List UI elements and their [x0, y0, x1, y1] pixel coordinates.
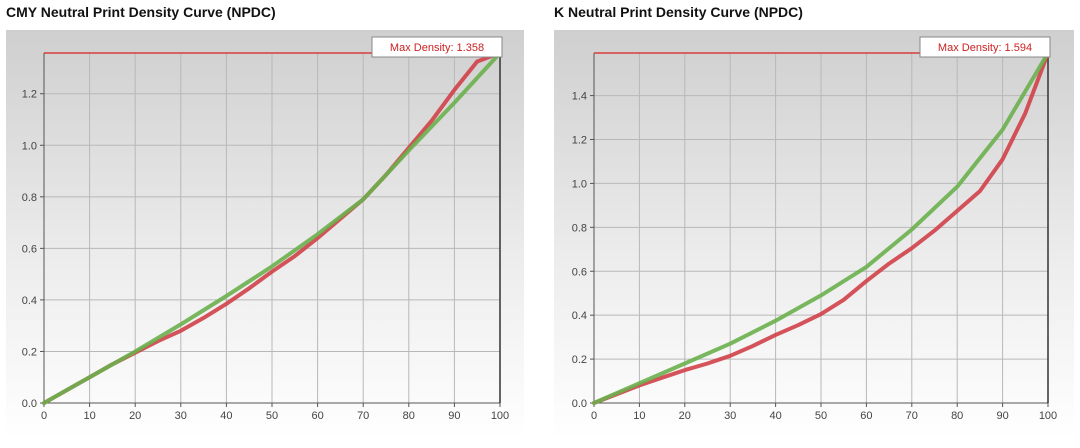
x-tick-label: 30: [724, 410, 736, 422]
x-tick-label: 10: [633, 410, 645, 422]
y-tick-label: 0.6: [572, 266, 587, 278]
chart-title-cmy: CMY Neutral Print Density Curve (NPDC): [6, 4, 276, 20]
y-tick-label: 0.4: [22, 295, 37, 307]
y-tick-label: 0.0: [22, 398, 37, 410]
max-density-label: Max Density: 1.594: [938, 42, 1032, 54]
target-curve: [592, 51, 1050, 405]
max-density-label: Max Density: 1.358: [390, 42, 484, 54]
y-tick-label: 0.8: [22, 192, 37, 204]
x-tick-label: 40: [220, 410, 232, 422]
x-tick-label: 10: [83, 410, 95, 422]
y-tick-label: 1.2: [22, 89, 37, 101]
npdc-panel-cmy: CMY Neutral Print Density Curve (NPDC) 0…: [0, 0, 530, 448]
x-tick-label: 50: [266, 410, 278, 422]
x-tick-label: 70: [357, 410, 369, 422]
x-tick-label: 20: [129, 410, 141, 422]
target-curve: [42, 51, 502, 405]
chart-title-k: K Neutral Print Density Curve (NPDC): [554, 4, 803, 20]
chart-background: [6, 30, 524, 440]
x-tick-label: 0: [41, 410, 47, 422]
y-tick-label: 1.0: [572, 178, 587, 190]
x-tick-label: 50: [815, 410, 827, 422]
y-tick-label: 1.0: [22, 140, 37, 152]
y-tick-label: 0.4: [572, 310, 587, 322]
chart-cmy-svg: 0 10 20 30 40 50 60 70 80 90 100 0.0 0.2 0.4 0.6 0.8 1.0…: [6, 30, 524, 440]
y-tick-label: 0.8: [572, 222, 587, 234]
x-tick-label: 100: [1039, 410, 1057, 422]
x-tick-label: 60: [860, 410, 872, 422]
x-tick-label: 40: [769, 410, 781, 422]
x-tick-label: 60: [311, 410, 323, 422]
y-tick-label: 0.2: [572, 354, 587, 366]
x-tick-label: 0: [591, 410, 597, 422]
max-density-badge: [371, 36, 503, 58]
x-tick-label: 30: [175, 410, 187, 422]
x-tick-label: 20: [679, 410, 691, 422]
x-tick-label: 80: [951, 410, 963, 422]
chart-background: [554, 30, 1074, 440]
chart-k-svg: 0 10 20 30 40 50 60 70 80 90 100 0.0 0.2 0.4 0.6 0.8 1.0…: [554, 30, 1074, 440]
x-tick-label: 70: [906, 410, 918, 422]
x-tick-label: 90: [996, 410, 1008, 422]
x-tick-label: 80: [403, 410, 415, 422]
y-tick-label: 1.4: [572, 91, 587, 103]
y-tick-label: 0.0: [572, 398, 587, 410]
y-tick-label: 0.2: [22, 346, 37, 358]
npdc-panel-k: K Neutral Print Density Curve (NPDC) 0 10…: [548, 0, 1080, 448]
y-tick-label: 0.6: [22, 243, 37, 255]
measured-curve: [592, 51, 1050, 405]
y-tick-label: 1.2: [572, 135, 587, 147]
x-tick-label: 100: [491, 410, 509, 422]
x-tick-label: 90: [448, 410, 460, 422]
max-density-badge: [919, 36, 1051, 58]
